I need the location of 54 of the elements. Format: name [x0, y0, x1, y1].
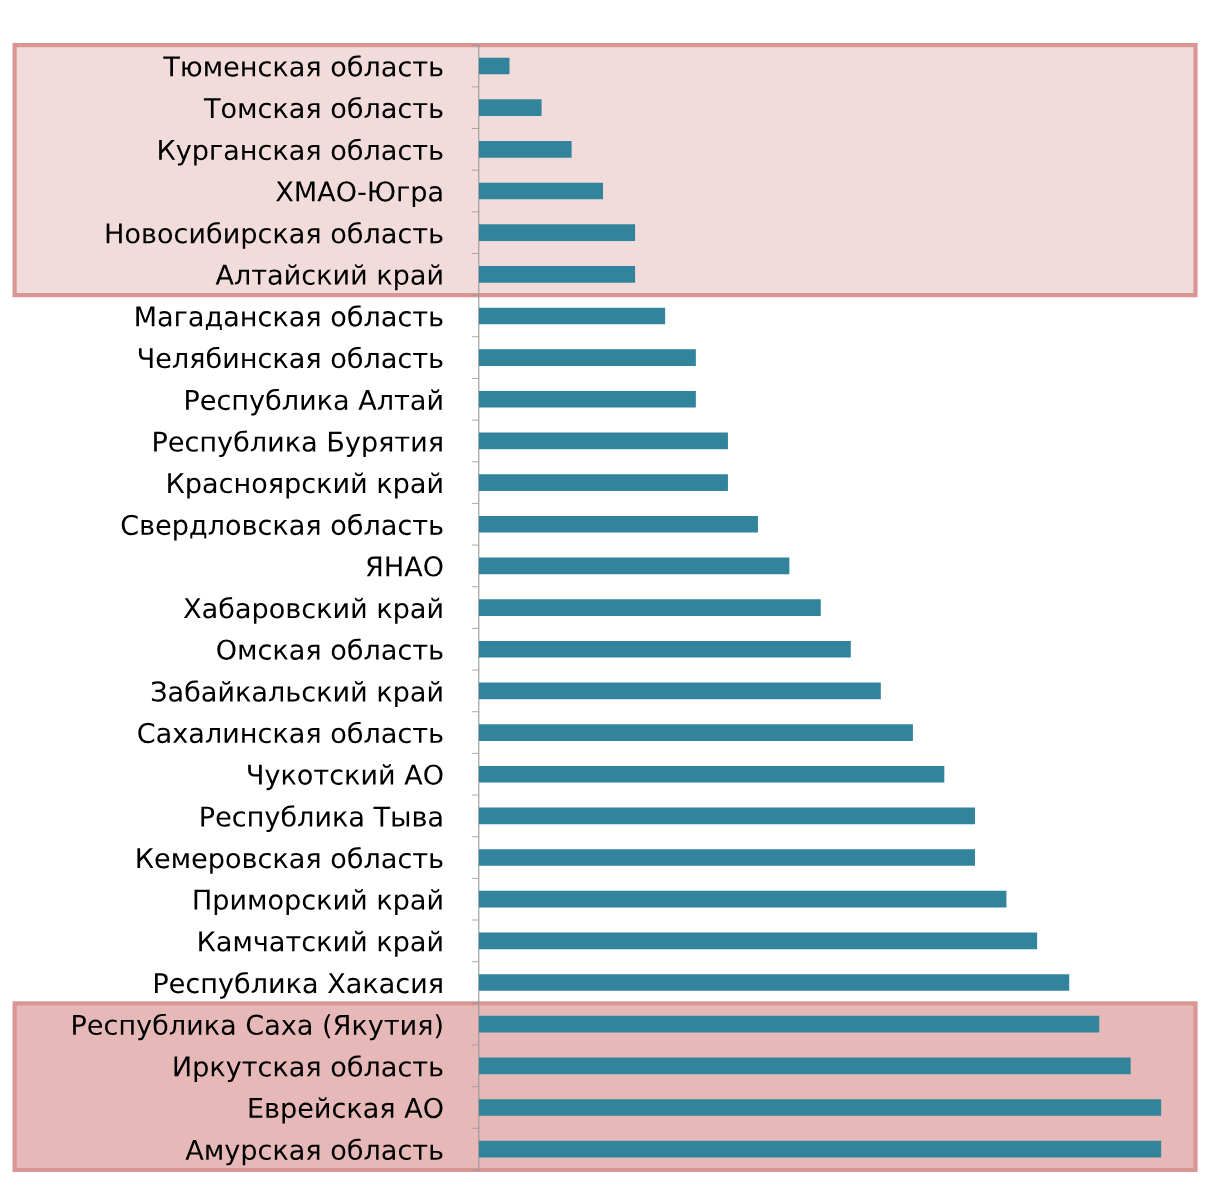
bar: [478, 765, 945, 783]
bar: [478, 224, 636, 241]
y-tick-label: Свердловская область: [121, 513, 443, 541]
y-tick-label: Чукотский АО: [248, 764, 443, 791]
y-tick-label: Забайкальский край: [151, 680, 442, 708]
bar: [478, 515, 758, 533]
bar: [478, 474, 728, 491]
bar: [478, 682, 881, 700]
y-tick-label: Челябинская область: [138, 346, 443, 369]
bar: [478, 807, 976, 825]
bar: [478, 432, 728, 450]
bar: [478, 1140, 1162, 1158]
bar: [478, 932, 1038, 950]
y-tick-label: ХМАО-Югра: [276, 181, 442, 207]
bar: [478, 307, 666, 325]
y-tick-label: Еврейская АО: [249, 1097, 443, 1124]
y-tick-label: Курганская область: [159, 138, 443, 166]
y-tick-label: Камчатский край: [199, 930, 442, 957]
y-tick-label: Новосибирская область: [106, 222, 443, 249]
bar: [478, 724, 913, 741]
bar: [478, 57, 510, 75]
y-tick-label: Кемеровская область: [137, 847, 443, 874]
y-tick-label: Республика Саха (Якутия): [73, 1013, 442, 1041]
y-tick-label: Томская область: [203, 96, 443, 119]
bar: [478, 1057, 1131, 1075]
y-tick-label: Приморский край: [194, 889, 442, 916]
y-tick-label: Красноярский край: [168, 472, 442, 499]
y-tick-label: Республика Тыва: [201, 805, 442, 833]
bar: [478, 349, 696, 366]
bar: [478, 265, 636, 283]
y-tick-label: Республика Алтай: [186, 388, 442, 416]
bar: [478, 182, 604, 200]
bar: [478, 890, 1007, 908]
bar: [478, 599, 821, 616]
bar: [478, 141, 572, 158]
y-tick-label: Омская область: [217, 638, 443, 660]
y-tick-label: Республика Хакасия: [155, 971, 442, 999]
bar: [478, 557, 790, 575]
bar: [478, 99, 542, 116]
bar: [478, 390, 696, 408]
bar: [478, 1015, 1100, 1033]
y-tick-label: Хабаровский край: [183, 597, 442, 624]
y-tick-label: Амурская область: [185, 1138, 443, 1166]
y-tick-label: Алтайский край: [215, 264, 442, 291]
y-tick-label: ЯНАО: [366, 556, 443, 577]
y-tick-label: Республика Бурятия: [154, 430, 442, 458]
bar: [478, 849, 976, 866]
y-tick-label: Сахалинская область: [138, 721, 443, 744]
bar: [478, 974, 1070, 991]
y-tick-label: Тюменская область: [163, 55, 443, 77]
y-tick-label: Магаданская область: [136, 305, 443, 330]
bar: [478, 640, 851, 658]
bar: [478, 1099, 1162, 1116]
y-tick-label: Иркутская область: [174, 1055, 443, 1082]
